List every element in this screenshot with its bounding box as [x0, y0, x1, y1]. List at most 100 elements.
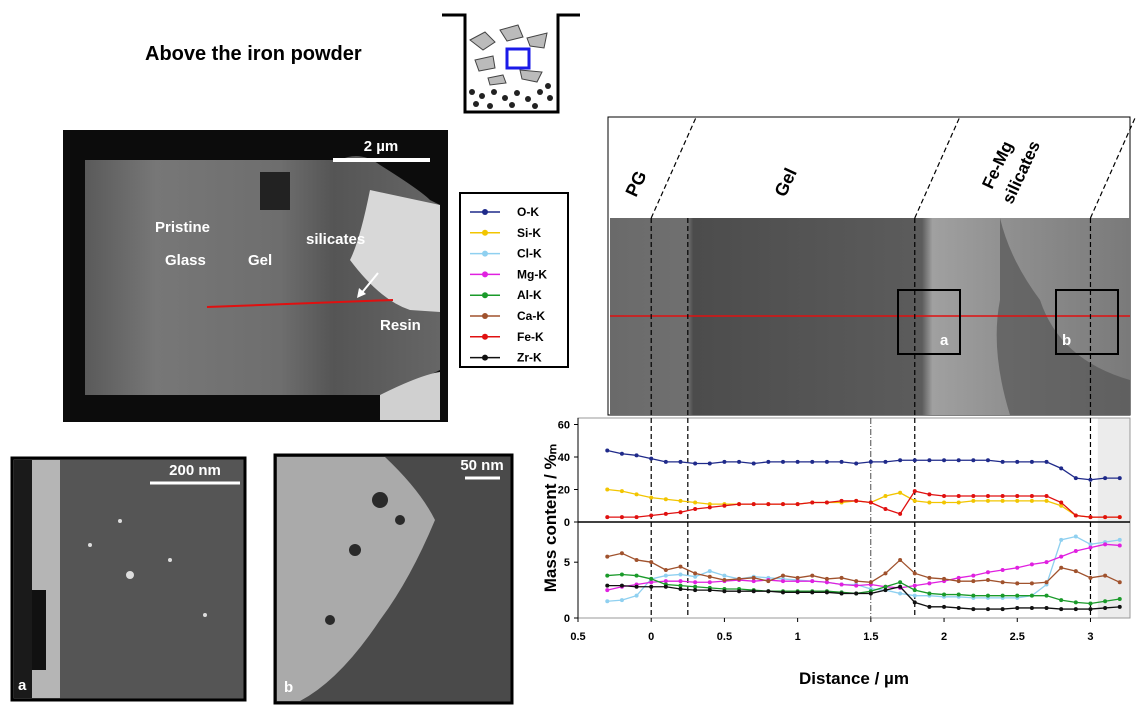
data-point: [986, 594, 990, 598]
data-point: [957, 494, 961, 498]
data-point: [664, 497, 668, 501]
data-point: [766, 502, 770, 506]
region-label: Gel: [248, 252, 272, 269]
data-point: [957, 593, 961, 597]
data-point: [825, 501, 829, 505]
data-point: [869, 580, 873, 584]
data-point: [927, 605, 931, 609]
box-label: b: [1062, 332, 1071, 349]
data-point: [605, 588, 609, 592]
data-point: [1030, 499, 1034, 503]
data-point: [869, 591, 873, 595]
data-point: [883, 588, 887, 592]
data-point: [942, 593, 946, 597]
legend-label: O-K: [517, 205, 539, 219]
data-point: [1088, 515, 1092, 519]
x-tick-label: 0.5: [570, 631, 585, 643]
data-point: [708, 462, 712, 466]
data-point: [883, 460, 887, 464]
data-point: [854, 591, 858, 595]
legend-marker: [482, 292, 488, 298]
y2-tick-label: 0: [564, 613, 570, 625]
data-point: [883, 571, 887, 575]
data-point: [708, 588, 712, 592]
data-point: [635, 594, 639, 598]
data-point: [1074, 476, 1078, 480]
data-point: [781, 460, 785, 464]
data-point: [942, 458, 946, 462]
data-point: [898, 558, 902, 562]
legend-label: Al-K: [517, 288, 542, 302]
series-line: [607, 451, 1119, 480]
legend-marker: [482, 251, 488, 257]
data-point: [898, 580, 902, 584]
data-point: [664, 568, 668, 572]
legend-marker: [482, 313, 488, 319]
data-point: [840, 499, 844, 503]
data-point: [766, 579, 770, 583]
data-point: [927, 501, 931, 505]
data-point: [1015, 606, 1019, 610]
data-point: [635, 515, 639, 519]
data-point: [986, 499, 990, 503]
data-point: [986, 570, 990, 574]
data-point: [796, 502, 800, 506]
scale-bar-label: 50 nm: [460, 457, 503, 474]
data-point: [1030, 581, 1034, 585]
data-point: [898, 591, 902, 595]
data-point: [649, 496, 653, 500]
data-point: [1118, 476, 1122, 480]
series-line: [607, 491, 1119, 517]
data-point: [1015, 460, 1019, 464]
data-point: [708, 505, 712, 509]
data-point: [664, 574, 668, 578]
data-point: [825, 577, 829, 581]
data-point: [840, 591, 844, 595]
data-point: [1118, 515, 1122, 519]
data-point: [942, 494, 946, 498]
data-point: [1030, 460, 1034, 464]
data-point: [840, 460, 844, 464]
data-point: [1045, 494, 1049, 498]
data-point: [693, 462, 697, 466]
data-point: [678, 587, 682, 591]
data-point: [1015, 581, 1019, 585]
data-point: [1015, 494, 1019, 498]
data-point: [1030, 562, 1034, 566]
data-point: [927, 492, 931, 496]
data-point: [1059, 598, 1063, 602]
data-point: [869, 501, 873, 505]
data-point: [957, 579, 961, 583]
x-tick-label: 3: [1087, 631, 1093, 643]
y2-tick-label: 5: [564, 557, 570, 569]
data-point: [1001, 568, 1005, 572]
y-tick-label: 0: [564, 517, 570, 529]
data-point: [664, 460, 668, 464]
legend-label: Ca-K: [517, 309, 545, 323]
data-point: [678, 460, 682, 464]
data-point: [883, 507, 887, 511]
data-point: [1030, 594, 1034, 598]
data-point: [854, 462, 858, 466]
data-point: [635, 574, 639, 578]
legend-label: Si-K: [517, 226, 541, 240]
x-tick-label: 1.5: [863, 631, 878, 643]
data-point: [927, 458, 931, 462]
data-point: [1088, 601, 1092, 605]
data-point: [957, 501, 961, 505]
data-point: [635, 453, 639, 457]
data-point: [781, 502, 785, 506]
legend-marker: [482, 209, 488, 215]
data-point: [1045, 594, 1049, 598]
data-point: [737, 577, 741, 581]
data-point: [810, 501, 814, 505]
data-point: [913, 594, 917, 598]
data-point: [752, 462, 756, 466]
data-point: [1015, 594, 1019, 598]
data-point: [1088, 478, 1092, 482]
legend-marker: [482, 355, 488, 361]
panel-label: b: [284, 679, 293, 696]
title: Above the iron powder: [145, 43, 362, 65]
data-point: [737, 589, 741, 593]
data-point: [957, 458, 961, 462]
